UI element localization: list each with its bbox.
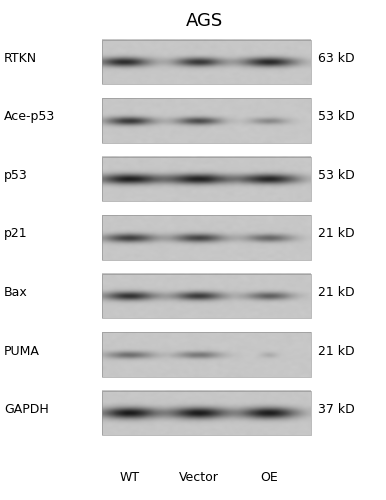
Text: Ace-p53: Ace-p53: [4, 110, 55, 124]
Bar: [102, 215, 311, 260]
Bar: [102, 391, 311, 436]
Text: p21: p21: [4, 228, 27, 240]
Text: 37 kD: 37 kD: [318, 403, 355, 416]
Text: GAPDH: GAPDH: [4, 403, 49, 416]
Text: 63 kD: 63 kD: [318, 52, 355, 65]
Bar: [102, 40, 311, 84]
Text: AGS: AGS: [186, 12, 223, 30]
Text: Vector: Vector: [179, 471, 219, 484]
Bar: [102, 156, 311, 201]
Text: WT: WT: [119, 471, 139, 484]
Bar: [102, 98, 311, 142]
Text: 21 kD: 21 kD: [318, 228, 355, 240]
Bar: [102, 332, 311, 377]
Text: 21 kD: 21 kD: [318, 286, 355, 299]
Text: PUMA: PUMA: [4, 344, 40, 358]
Text: 53 kD: 53 kD: [318, 169, 355, 182]
Text: p53: p53: [4, 169, 28, 182]
Text: OE: OE: [260, 471, 278, 484]
Text: 53 kD: 53 kD: [318, 110, 355, 124]
Text: Bax: Bax: [4, 286, 28, 299]
Text: RTKN: RTKN: [4, 52, 37, 65]
Text: 21 kD: 21 kD: [318, 344, 355, 358]
Bar: [102, 274, 311, 318]
